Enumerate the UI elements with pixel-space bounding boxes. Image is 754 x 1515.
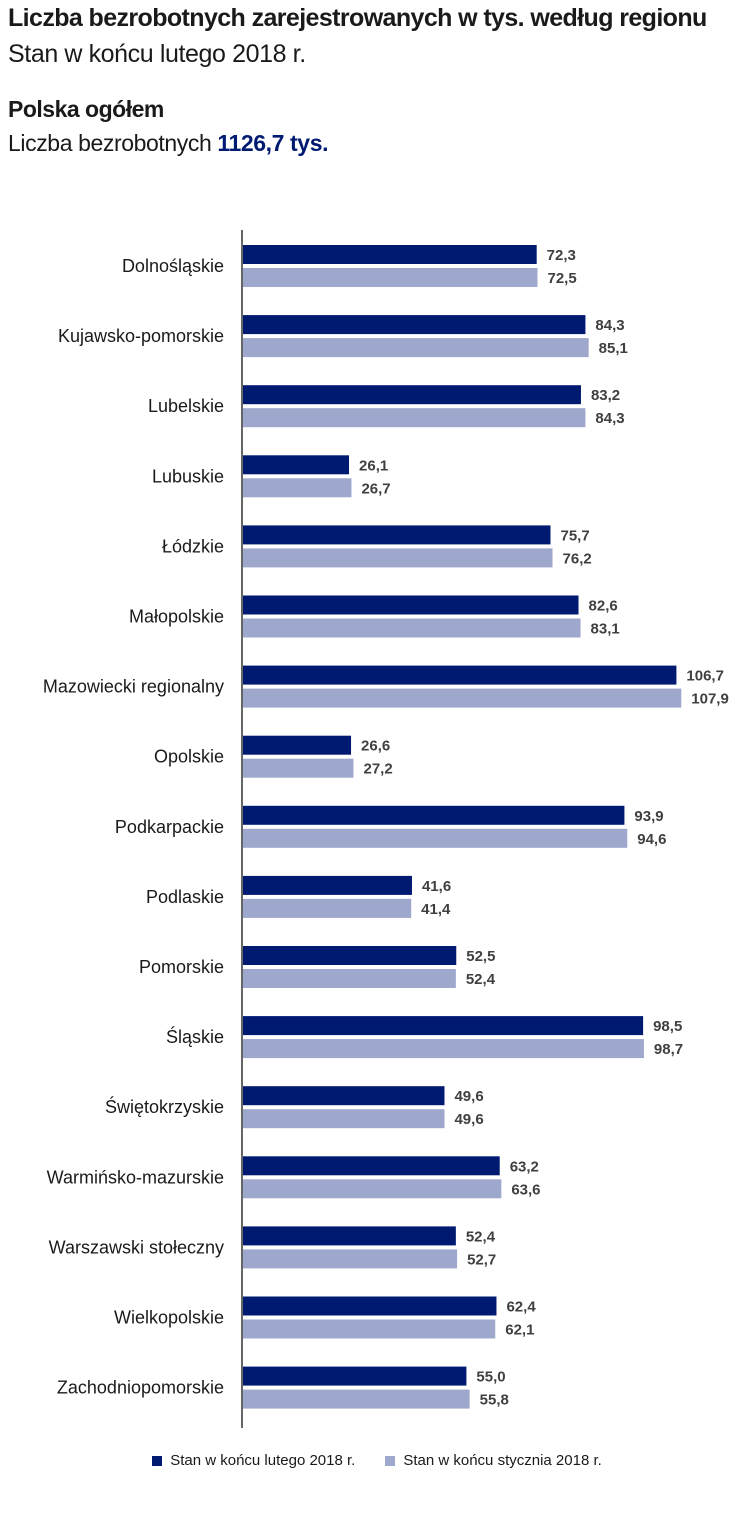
category-label: Zachodniopomorskie	[57, 1378, 224, 1398]
data-label-series-1: 41,4	[421, 901, 451, 918]
bar-series-0	[243, 385, 581, 405]
data-label-series-0: 26,6	[361, 738, 390, 755]
bar-series-1	[243, 478, 352, 498]
bar-series-0	[243, 946, 457, 965]
bar-series-0	[243, 735, 352, 755]
data-label-series-0: 83,2	[591, 387, 620, 404]
data-label-series-0: 93,9	[634, 808, 663, 825]
data-label-series-0: 82,6	[589, 598, 618, 615]
legend-label-series-0: Stan w końcu lutego 2018 r.	[170, 1452, 356, 1469]
data-label-series-0: 63,2	[510, 1158, 539, 1175]
bar-series-1	[243, 408, 586, 428]
data-label-series-0: 75,7	[560, 527, 589, 544]
legend-item-series-0: Stan w końcu lutego 2018 r.	[152, 1452, 355, 1469]
data-label-series-0: 98,5	[653, 1018, 682, 1035]
data-label-series-1: 52,7	[467, 1251, 496, 1268]
category-label: Podlaskie	[146, 887, 224, 907]
data-label-series-0: 26,1	[359, 457, 388, 474]
bar-series-0	[243, 875, 412, 895]
bar-series-1	[243, 1249, 458, 1269]
bar-chart: Dolnośląskie 72,3 72,5 Kujawsko-pomorskie 84…	[43, 230, 729, 1428]
bar-series-1	[243, 969, 456, 988]
data-label-series-0: 49,6	[454, 1088, 483, 1105]
bar-series-0	[243, 1296, 497, 1316]
bar-series-1	[243, 338, 589, 358]
legend: Stan w końcu lutego 2018 r. Stan w końcu…	[0, 1452, 754, 1469]
category-label: Warmińsko-mazurskie	[47, 1167, 224, 1187]
bar-series-1	[243, 898, 412, 918]
category-label: Dolnośląskie	[122, 256, 224, 276]
data-label-series-1: 63,6	[511, 1181, 540, 1198]
bar-series-1	[243, 688, 682, 708]
bar-series-0	[243, 315, 586, 335]
category-label: Pomorskie	[139, 957, 224, 977]
data-label-series-1: 94,6	[637, 831, 666, 848]
data-label-series-1: 98,7	[654, 1041, 683, 1058]
bar-series-1	[243, 1319, 496, 1339]
data-label-series-1: 62,1	[505, 1322, 534, 1339]
bar-series-0	[243, 595, 579, 615]
bar-series-1	[243, 548, 553, 568]
bar-series-0	[243, 245, 537, 264]
data-label-series-0: 52,4	[466, 1228, 496, 1245]
bar-series-1	[243, 268, 538, 287]
bar-series-0	[243, 525, 551, 545]
category-label: Lubuskie	[152, 466, 224, 486]
category-label: Warszawski stołeczny	[49, 1237, 224, 1257]
category-label: Podkarpackie	[115, 817, 224, 837]
category-label: Opolskie	[154, 747, 224, 767]
category-label: Łódzkie	[162, 536, 224, 556]
data-label-series-1: 27,2	[363, 761, 392, 778]
data-label-series-1: 76,2	[563, 550, 592, 567]
summary-line: Liczba bezrobotnych 1126,7 tys.	[8, 130, 328, 157]
data-label-series-0: 62,4	[506, 1299, 536, 1316]
bar-series-0	[243, 665, 677, 685]
data-label-series-1: 107,9	[691, 691, 729, 708]
chart-subtitle: Stan w końcu lutego 2018 r.	[8, 40, 306, 68]
chart-title: Liczba bezrobotnych zarejestrowanych w t…	[8, 4, 707, 32]
data-label-series-1: 52,4	[466, 971, 496, 988]
data-label-series-1: 26,7	[361, 480, 390, 497]
data-label-series-0: 106,7	[686, 668, 724, 685]
data-label-series-0: 41,6	[422, 878, 451, 895]
bar-series-1	[243, 758, 354, 778]
bar-series-1	[243, 1389, 470, 1409]
data-label-series-0: 84,3	[595, 317, 624, 334]
category-label: Małopolskie	[129, 607, 224, 627]
data-label-series-0: 52,5	[466, 948, 495, 965]
category-label: Świętokrzyskie	[105, 1096, 224, 1117]
data-label-series-1: 83,1	[591, 621, 620, 638]
bar-series-1	[243, 828, 628, 848]
category-label: Śląskie	[166, 1026, 224, 1047]
bar-series-0	[243, 1366, 467, 1386]
bar-series-1	[243, 1109, 445, 1129]
legend-label-series-1: Stan w końcu stycznia 2018 r.	[403, 1452, 602, 1469]
bar-series-0	[243, 1226, 456, 1246]
bar-series-0	[243, 805, 625, 825]
bar-series-0	[243, 1156, 500, 1176]
legend-item-series-1: Stan w końcu stycznia 2018 r.	[385, 1452, 602, 1469]
data-label-series-1: 85,1	[599, 340, 628, 357]
bar-series-0	[243, 1016, 644, 1036]
data-label-series-1: 72,5	[547, 270, 576, 287]
data-label-series-0: 72,3	[547, 247, 576, 264]
legend-swatch-series-0	[152, 1455, 163, 1466]
category-label: Wielkopolskie	[114, 1308, 224, 1328]
data-label-series-1: 49,6	[454, 1111, 483, 1128]
summary-value: 1126,7 tys.	[217, 130, 329, 156]
bar-series-1	[243, 618, 581, 638]
bar-series-0	[243, 1086, 445, 1106]
legend-swatch-series-1	[385, 1455, 396, 1466]
category-label: Kujawsko-pomorskie	[58, 326, 224, 346]
summary-heading: Polska ogółem	[8, 96, 164, 122]
category-label: Lubelskie	[148, 396, 224, 416]
summary-label: Liczba bezrobotnych	[8, 130, 212, 156]
bar-series-1	[243, 1039, 644, 1059]
data-label-series-0: 55,0	[476, 1369, 505, 1386]
category-label: Mazowiecki regionalny	[43, 677, 224, 697]
data-label-series-1: 84,3	[595, 410, 624, 427]
bar-series-0	[243, 455, 350, 475]
bar-series-1	[243, 1179, 502, 1199]
data-label-series-1: 55,8	[480, 1392, 509, 1409]
